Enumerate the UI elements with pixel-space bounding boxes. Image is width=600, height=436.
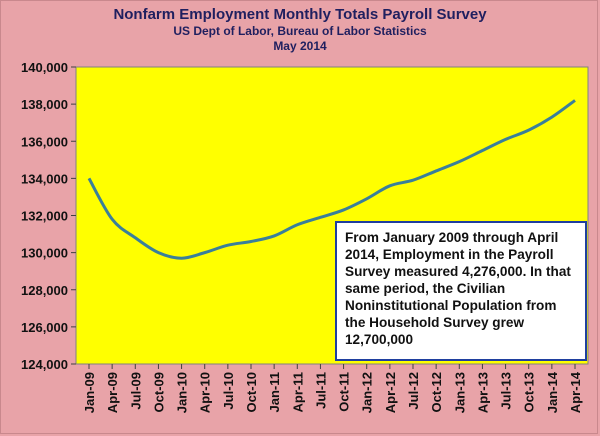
- chart-title: Nonfarm Employment Monthly Totals Payrol…: [113, 6, 487, 23]
- series-line: [87, 99, 576, 260]
- x-tick-label: Oct-11: [337, 372, 352, 412]
- x-tick-label: Jul-09: [128, 372, 143, 410]
- y-tick-label: 124,000: [21, 357, 68, 372]
- x-tick-label: Apr-09: [105, 372, 120, 413]
- x-tick-label: Apr-14: [568, 371, 583, 413]
- x-tick-label: Jan-12: [360, 372, 375, 413]
- x-tick-label: Apr-13: [475, 372, 490, 413]
- y-tick-label: 138,000: [21, 97, 68, 112]
- chart-title-block: Nonfarm Employment Monthly Totals Payrol…: [0, 6, 600, 54]
- x-tick-label: Jul-12: [406, 372, 421, 410]
- x-tick-label: Apr-11: [290, 372, 305, 412]
- x-tick-label: Jul-10: [221, 372, 236, 410]
- x-tick-label: Jan-14: [545, 371, 560, 413]
- x-tick-label: Jan-09: [82, 372, 97, 413]
- x-tick-label: Jan-13: [452, 372, 467, 413]
- x-tick-label: Apr-12: [383, 372, 398, 413]
- x-tick-label: Oct-12: [429, 372, 444, 412]
- y-tick-label: 140,000: [21, 60, 68, 75]
- x-tick-label: Oct-13: [522, 372, 537, 412]
- x-tick-label: Jul-11: [313, 372, 328, 409]
- x-tick-label: Oct-10: [244, 372, 259, 412]
- x-tick-label: Oct-09: [151, 372, 166, 412]
- y-tick-label: 130,000: [21, 246, 68, 261]
- y-tick-label: 136,000: [21, 134, 68, 149]
- chart-date: May 2014: [273, 39, 327, 53]
- y-tick-label: 134,000: [21, 171, 68, 186]
- y-tick-label: 126,000: [21, 320, 68, 335]
- x-tick-label: Jan-10: [175, 372, 190, 413]
- y-tick-label: 128,000: [21, 283, 68, 298]
- annotation-box: From January 2009 through April 2014, Em…: [335, 221, 587, 361]
- y-tick-label: 132,000: [21, 209, 68, 224]
- x-tick-label: Apr-10: [198, 372, 213, 413]
- x-tick-label: Jul-13: [499, 372, 514, 410]
- x-tick-label: Jan-11: [267, 372, 282, 412]
- chart-subtitle: US Dept of Labor, Bureau of Labor Statis…: [173, 24, 427, 38]
